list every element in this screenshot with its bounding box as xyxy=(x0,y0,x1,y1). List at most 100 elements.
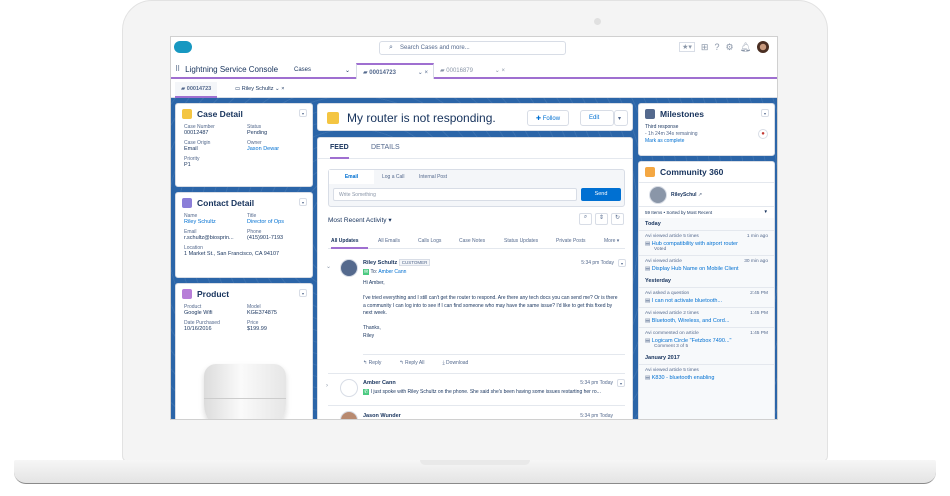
article-link[interactable]: Bluetooth, Wireless, and Cord... xyxy=(651,318,730,324)
case-origin: Email xyxy=(184,146,198,152)
app-name: Lightning Service Console xyxy=(185,65,279,74)
close-icon[interactable]: ⌄ × xyxy=(494,68,505,74)
tab-details[interactable]: DETAILS xyxy=(371,144,400,151)
filter-icon[interactable]: ▼ xyxy=(763,209,768,214)
author-name[interactable]: Amber Cann xyxy=(363,380,396,386)
search-input[interactable]: ⌕ Search Cases and more... xyxy=(379,41,566,55)
filter-all-updates[interactable]: All Updates xyxy=(331,238,368,249)
contact-title-link[interactable]: Director of Ops xyxy=(247,219,284,225)
filter-status-updates[interactable]: Status Updates xyxy=(504,238,539,244)
avatar[interactable] xyxy=(757,41,769,53)
publisher-tab-log-call[interactable]: Log a Call xyxy=(382,174,405,180)
event-time: 30 min ago xyxy=(744,259,768,264)
collapse-icon[interactable]: ⇕ xyxy=(595,213,608,225)
search-icon[interactable]: ⌕ xyxy=(579,213,592,225)
card-menu-button[interactable]: ▾ xyxy=(299,109,307,117)
reply-all-button[interactable]: ↰ Reply All xyxy=(399,360,425,366)
case-icon: ▰ xyxy=(440,68,447,74)
event-description: Avi viewed article 5 times xyxy=(645,234,699,239)
help-icon[interactable]: ? xyxy=(714,42,720,52)
external-link-icon[interactable]: ↗ xyxy=(697,192,703,198)
tab-case-00014723[interactable]: ▰ 00014723 ⌄ × xyxy=(356,63,434,79)
timeline-day: Yesterday xyxy=(645,278,671,284)
filter-case-notes[interactable]: Case Notes xyxy=(459,238,486,244)
article-icon: ▤ xyxy=(645,266,651,272)
article-link[interactable]: Display Hub Name on Mobile Client xyxy=(651,266,739,272)
card-menu-button[interactable]: ▾ xyxy=(761,109,769,117)
avatar xyxy=(340,259,358,277)
tab-feed[interactable]: FEED xyxy=(330,138,349,159)
timeline-event: Avi viewed article 2 times 1:45 PM ▤ Bluet… xyxy=(639,307,774,327)
timestamp: 5:34 pm Today xyxy=(580,380,613,386)
community-user[interactable]: RileySchul xyxy=(671,192,697,198)
author-name[interactable]: Jason Wunder xyxy=(363,413,401,419)
post-menu-button[interactable]: ▾ xyxy=(618,259,626,267)
article-link[interactable]: K830 - bluetooth enabling xyxy=(651,375,715,381)
post-menu-button[interactable]: ▾ xyxy=(617,379,625,387)
items-summary: 59 Items • Sorted by Most Recent xyxy=(645,210,713,215)
email-body: Hi Amber, I've tried everything and I sti… xyxy=(363,280,618,339)
close-icon[interactable]: ⌄ × xyxy=(417,70,428,76)
contact-location: 1 Market St., San Francisco, CA 94107 xyxy=(184,251,280,257)
reply-button[interactable]: ↰ Reply xyxy=(363,360,382,366)
event-time: 1:45 PM xyxy=(750,331,768,336)
publisher-tab-email[interactable]: Email xyxy=(329,170,374,184)
subtab-riley-schultz[interactable]: ▭ Riley Schultz ⌄ × xyxy=(235,86,285,92)
tab-case-00016879[interactable]: ▰ 00016879 ⌄ × xyxy=(440,68,505,74)
sort-dropdown[interactable]: Most Recent Activity ▾ xyxy=(328,217,392,224)
refresh-icon[interactable]: ↻ xyxy=(611,213,624,225)
workspace: Case Detail ▾ Case Number 00012487 Status… xyxy=(171,98,777,419)
feed-card: FEED DETAILS Email Log a Call Internal P… xyxy=(317,137,633,419)
search-placeholder: Search Cases and more... xyxy=(400,45,470,51)
card-menu-button[interactable]: ▾ xyxy=(299,198,307,206)
case-icon xyxy=(327,112,339,124)
expand-chevron-icon[interactable]: › xyxy=(326,383,328,389)
bell-icon[interactable]: 🔔︎ xyxy=(739,41,751,52)
collapse-chevron-icon[interactable]: ⌄ xyxy=(326,264,332,270)
card-menu-button[interactable]: ▾ xyxy=(299,289,307,297)
subtab-00014723[interactable]: ▰ 00014723 xyxy=(175,82,218,98)
milestone-flag-icon xyxy=(645,109,655,119)
edit-button[interactable]: Edit xyxy=(580,110,614,126)
recipient-link[interactable]: Amber Cann xyxy=(378,269,407,275)
filter-all-emails[interactable]: All Emails xyxy=(378,238,400,244)
publisher-tab-internal-post[interactable]: Internal Post xyxy=(419,174,448,180)
add-icon[interactable]: ⊞ xyxy=(700,41,709,52)
composer-input[interactable]: Write Something xyxy=(333,188,577,201)
event-description: Avi viewed article 2 times xyxy=(645,311,699,316)
article-link[interactable]: Logicam Circle "Fetzbox 7490..." xyxy=(651,338,732,344)
tab-cases[interactable]: Cases ⌄ xyxy=(294,67,350,74)
chevron-down-icon[interactable]: ⌄ xyxy=(344,68,350,74)
app-launcher-icon[interactable]: ⠿ xyxy=(175,66,181,73)
gear-icon[interactable]: ⚙ xyxy=(725,41,734,52)
author-name[interactable]: Riley Schultz xyxy=(363,260,398,266)
search-icon: ⌕ xyxy=(389,44,393,51)
owner-link[interactable]: Jason Dewar xyxy=(247,146,280,152)
product-model: KGE374875 xyxy=(247,310,277,316)
send-button[interactable]: Send xyxy=(581,188,621,201)
router-image xyxy=(204,364,286,419)
post-preview: I just spoke with Riley Schultz on the p… xyxy=(370,389,601,395)
filter-private-posts[interactable]: Private Posts xyxy=(556,238,586,244)
call-icon: ✆ xyxy=(363,389,370,395)
priority: P1 xyxy=(184,162,191,168)
article-link[interactable]: I can not activate bluetooth... xyxy=(651,298,723,304)
event-extra: Voted xyxy=(654,247,667,252)
feed-filters: All Updates All Emails Calls Logs Case N… xyxy=(328,234,625,249)
download-button[interactable]: ⤓ Download xyxy=(442,360,469,366)
case-title: My router is not responding. xyxy=(347,111,496,125)
article-link[interactable]: Hub compatibility with airport router xyxy=(651,241,738,247)
mark-complete-link[interactable]: Mark as complete xyxy=(645,138,685,144)
timeline-day: January 2017 xyxy=(645,355,680,361)
event-extra: Comment 3 of 5 xyxy=(654,344,689,349)
contact-name-link[interactable]: Riley Schultz xyxy=(184,219,216,225)
more-actions-button[interactable]: ▾ xyxy=(614,110,628,126)
favorites-star-icon[interactable]: ★▾ xyxy=(679,42,695,52)
filter-call-logs[interactable]: Calls Logs xyxy=(418,238,442,244)
filter-more[interactable]: More ▾ xyxy=(604,238,620,244)
timeline-event: Avi commented on article 1:45 PM ▤ Logicam… xyxy=(639,327,774,352)
timeline-event: Avi viewed article 5 times 1 min ago ▤ Hub… xyxy=(639,230,774,255)
case-highlights: My router is not responding. ✚ Follow Ed… xyxy=(317,103,633,131)
salesforce-logo[interactable] xyxy=(174,41,192,53)
follow-button[interactable]: ✚ Follow xyxy=(527,110,570,126)
